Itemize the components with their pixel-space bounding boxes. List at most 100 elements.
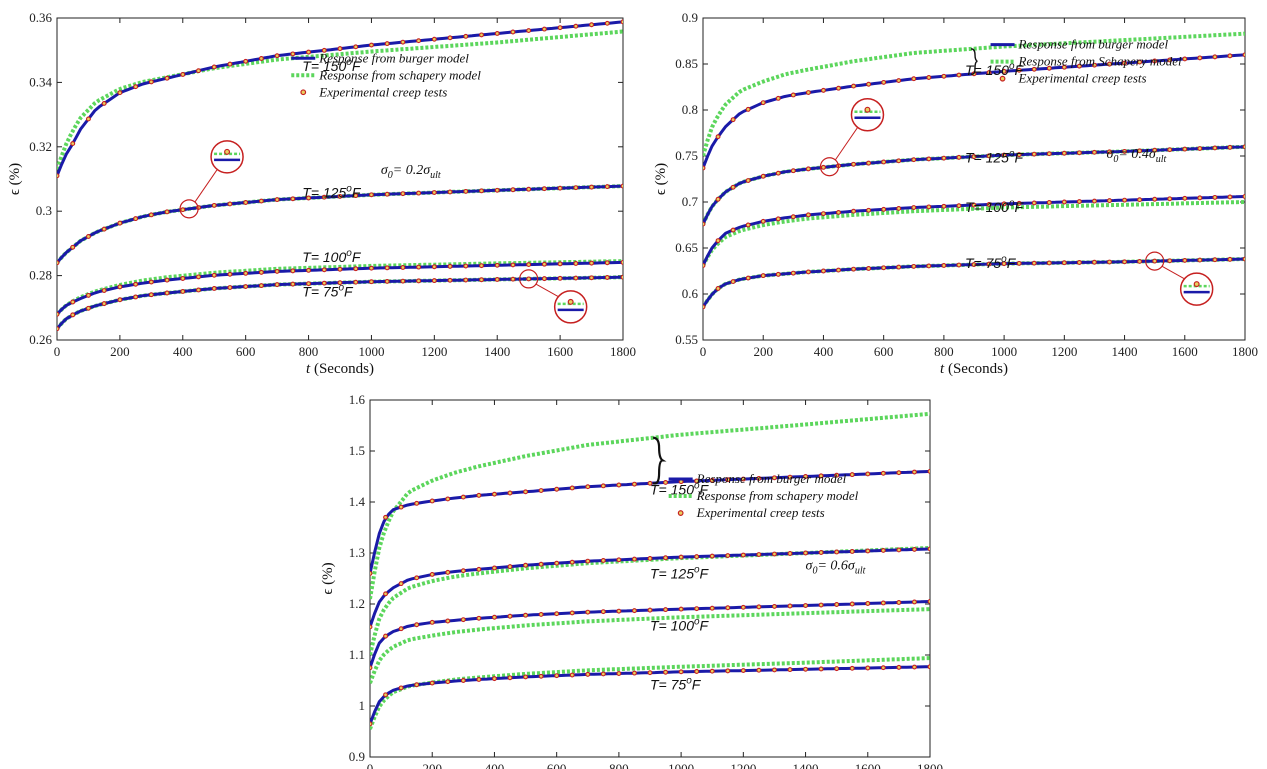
experimental-point [117,220,123,226]
experimental-point [1212,194,1218,200]
x-tick-label: 400 [485,761,505,769]
experimental-point [337,280,343,286]
experimental-point [881,79,887,85]
temperature-value: T= 125 [302,184,346,200]
temperature-unit: F [700,618,710,634]
y-tick-label: 1.6 [349,392,366,407]
experimental-point [703,165,706,171]
experimental-point [243,270,249,276]
experimental-point [941,263,947,268]
experimental-point [1167,196,1173,202]
experimental-point [541,26,547,32]
experimental-point [1197,146,1203,151]
experimental-point [730,279,736,285]
experimental-point [554,560,560,566]
experimental-point [290,268,296,274]
experimental-point [775,170,781,176]
experimental-point [1031,200,1037,206]
legend-schapery-label: Response from schapery model [318,67,481,82]
experimental-point [616,482,622,488]
gap-brace [652,436,667,485]
experimental-point [383,591,389,597]
experimental-point [573,23,579,29]
legend-experimental-marker [999,75,1006,82]
x-tick-label: 1200 [1051,344,1077,359]
callout-small-circle [819,157,840,177]
experimental-point [715,238,721,244]
temperature-label: T= 75oF [650,676,702,693]
experimental-point [725,668,731,674]
experimental-point [133,294,139,300]
experimental-point [1091,259,1097,265]
experimental-point [715,134,721,140]
experimental-point [805,212,811,218]
experimental-point [1046,200,1052,205]
experimental-point [523,562,529,568]
stress-ratio: = 0.4σ [1118,147,1156,162]
x-tick-label: 800 [609,761,629,769]
experimental-point [85,234,91,239]
experimental-point [101,301,107,307]
experimental-point [463,33,469,39]
y-tick-label: 0.26 [29,332,52,347]
temperature-unit: F [1015,149,1025,165]
experimental-point [148,212,154,218]
temperature-unit: F [352,184,362,200]
experimental-point [866,207,872,213]
experimental-point [620,274,623,280]
experimental-point [507,564,513,570]
experimental-point [431,264,437,270]
experimental-point [445,618,451,624]
experimental-point [927,664,930,670]
experimental-point [1197,257,1203,263]
experimental-point [416,278,422,284]
experimental-point [398,685,404,691]
callout-arrow [835,124,860,161]
y-tick-label: 0.32 [29,139,52,154]
legend-experimental-marker [677,510,684,516]
experimental-point [941,203,947,209]
stress-level-label: σ0= 0.2σult [381,163,441,181]
experimental-point [836,209,841,215]
experimental-point [554,673,560,679]
experimental-point [337,46,343,52]
experimental-point [85,305,91,311]
experimental-point [494,277,500,282]
experimental-point [663,669,669,675]
experimental-point [445,569,451,575]
y-tick-label: 1.5 [349,443,365,458]
experimental-point [211,286,217,291]
experimental-point [740,476,746,482]
experimental-point [745,275,751,281]
experimental-point [678,669,684,675]
experimental-point [101,288,107,293]
experimental-point [479,263,484,269]
experimental-point [429,619,435,625]
experimental-point [463,263,469,269]
experimental-point [1061,260,1067,266]
experimental-point [926,204,932,210]
experimental-point [709,668,715,674]
plot-frame [56,17,624,341]
x-tick-label: 1400 [1112,344,1138,359]
experimental-point [865,548,871,554]
experimental-point [476,566,482,572]
experimental-point [460,568,466,574]
experimental-point [818,473,824,479]
degree-sign: o [346,183,352,194]
experimental-point [694,478,700,484]
y-tick-label: 0.65 [675,240,698,255]
zoom-callout [519,269,588,324]
experimental-point [479,32,484,38]
experimental-point [1167,147,1173,153]
experimental-point [1227,53,1233,59]
experimental-point [1016,260,1022,266]
experimental-point [243,200,249,205]
experimental-point [429,571,435,577]
experimental-point [911,76,917,82]
experimental-point [569,559,575,565]
experimental-point [926,263,932,269]
experimental-point [447,277,453,283]
experimental-point [541,261,547,267]
experimental-point [368,265,374,271]
